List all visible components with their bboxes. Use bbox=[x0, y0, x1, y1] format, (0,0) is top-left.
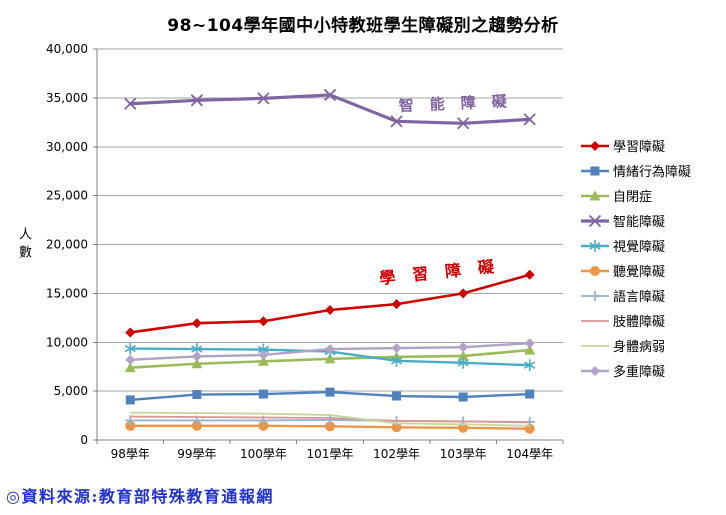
legend-item-emotional-behavioral-disability: 情緒行為障礙 bbox=[581, 163, 692, 180]
series-hearing-impairment bbox=[125, 420, 535, 434]
series-intellectual-disability bbox=[124, 88, 536, 130]
series-learning-disability bbox=[125, 269, 535, 338]
legend-item-learning-disability: 學習障礙 bbox=[581, 138, 691, 155]
legend-marker-icon bbox=[581, 140, 609, 151]
annotation-intellectual-disability-callout: 智能障礙 bbox=[398, 92, 523, 115]
svg-text:35,000: 35,000 bbox=[46, 91, 88, 105]
legend-marker-icon bbox=[581, 214, 609, 227]
series-emotional-behavioral-disability bbox=[125, 387, 535, 405]
legend-marker-icon bbox=[581, 190, 609, 200]
legend-label: 智能障礙 bbox=[613, 215, 666, 230]
legend-item-speech-language-disability: 語言障礙 bbox=[581, 288, 691, 305]
x-axis-tick-labels: 98學年 99學年 100學年 101學年 102學年 103學年 104學年 bbox=[111, 447, 554, 461]
svg-text:99學年: 99學年 bbox=[177, 447, 216, 461]
legend-label: 多重障礙 bbox=[613, 365, 666, 380]
legend-label: 學習障礙 bbox=[613, 140, 666, 155]
chart-title: 98~104學年國中小特教班學生障礙別之趨勢分析 bbox=[167, 16, 559, 36]
source-note: ◎資料來源:教育部特殊教育通報網 bbox=[6, 487, 274, 506]
legend-item-autism: 自閉症 bbox=[581, 188, 691, 205]
series-line bbox=[129, 411, 531, 427]
svg-text:25,000: 25,000 bbox=[46, 189, 88, 203]
axes bbox=[93, 48, 564, 444]
legend-marker-icon bbox=[581, 344, 609, 347]
svg-text:10,000: 10,000 bbox=[46, 335, 88, 349]
legend-marker-icon bbox=[581, 319, 609, 322]
svg-text:5,000: 5,000 bbox=[54, 384, 88, 398]
svg-text:98學年: 98學年 bbox=[111, 447, 150, 461]
series-line bbox=[129, 415, 531, 424]
legend-item-health-impairment: 身體病弱 bbox=[581, 338, 691, 355]
series-physical-disability bbox=[129, 415, 531, 424]
legend-item-multiple-disabilities: 多重障礙 bbox=[581, 363, 691, 380]
legend-label: 視覺障礙 bbox=[613, 240, 666, 255]
legend-item-intellectual-disability: 智能障礙 bbox=[581, 213, 691, 230]
svg-text:100學年: 100學年 bbox=[240, 447, 287, 461]
gridlines bbox=[97, 48, 563, 392]
legend-label: 語言障礙 bbox=[613, 290, 666, 305]
series-line bbox=[128, 273, 532, 334]
svg-text:0: 0 bbox=[80, 433, 88, 447]
legend-item-physical-disability: 肢體障礙 bbox=[581, 313, 691, 330]
svg-text:30,000: 30,000 bbox=[46, 140, 88, 154]
svg-text:102學年: 102學年 bbox=[373, 447, 420, 461]
annotation-learning-disability-callout: 學習障礙 bbox=[378, 255, 511, 288]
legend-label: 情緒行為障礙 bbox=[613, 165, 692, 180]
svg-text:40,000: 40,000 bbox=[46, 42, 88, 56]
legend-label: 自閉症 bbox=[613, 190, 653, 205]
y-axis-tick-labels: 0 5,000 10,000 15,000 20,000 25,000 30,000 35,0… bbox=[46, 42, 88, 447]
svg-text:15,000: 15,000 bbox=[46, 286, 88, 300]
svg-text:20,000: 20,000 bbox=[46, 238, 88, 252]
legend-marker-icon bbox=[581, 290, 609, 301]
series-health-impairment bbox=[129, 411, 531, 427]
legend-item-visual-impairment: 視覺障礙 bbox=[581, 238, 691, 255]
svg-text:104學年: 104學年 bbox=[506, 447, 553, 461]
y-axis-title: 人數 bbox=[16, 227, 31, 263]
legend-marker-icon bbox=[581, 365, 609, 376]
chart-legend: 學習障礙情緒行為障礙 自閉症智能障礙視覺障礙聽覺障礙語言障礙肢體障礙身體病弱多重障… bbox=[581, 138, 691, 388]
legend-label: 肢體障礙 bbox=[613, 315, 666, 330]
series-multiple-disabilities bbox=[125, 338, 535, 365]
svg-text:103學年: 103學年 bbox=[440, 447, 487, 461]
legend-marker-icon bbox=[581, 239, 609, 252]
legend-label: 身體病弱 bbox=[613, 340, 666, 355]
legend-item-hearing-impairment: 聽覺障礙 bbox=[581, 263, 691, 280]
svg-text:101學年: 101學年 bbox=[307, 447, 354, 461]
legend-marker-icon bbox=[581, 265, 609, 276]
legend-label: 聽覺障礙 bbox=[613, 265, 666, 280]
legend-marker-icon bbox=[581, 166, 609, 175]
